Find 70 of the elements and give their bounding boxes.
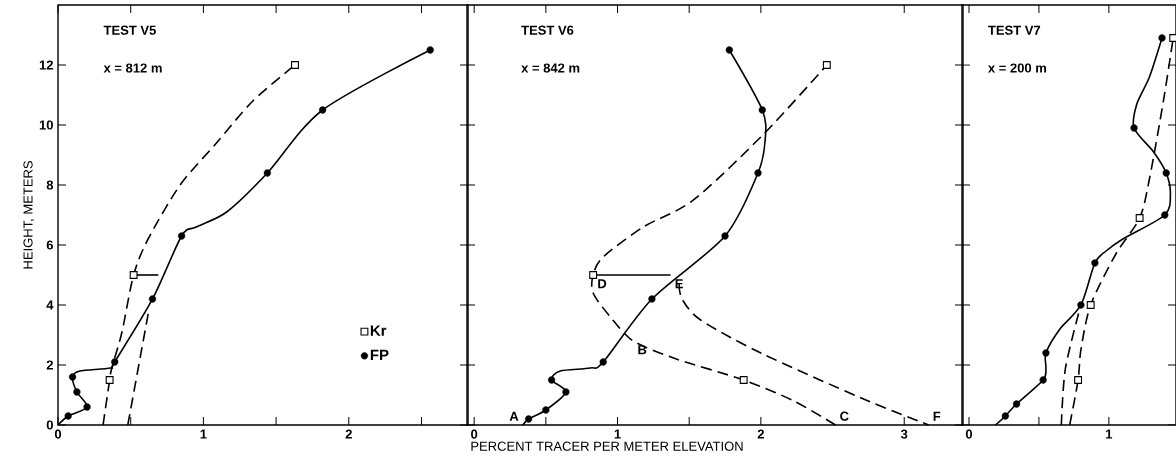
point	[1091, 259, 1099, 267]
point	[1039, 376, 1047, 384]
annotation: C	[840, 411, 849, 421]
y-tick-label: 6	[46, 240, 54, 250]
point	[542, 406, 550, 414]
x-tick-label: 1	[614, 429, 621, 439]
point	[1158, 34, 1166, 42]
annotation: x = 812 m	[103, 63, 162, 73]
point	[263, 169, 271, 177]
point	[1042, 349, 1050, 357]
x-tick-label: 2	[757, 429, 764, 439]
point	[319, 106, 327, 114]
legend-label: Kr	[370, 325, 387, 336]
point	[754, 169, 762, 177]
point	[721, 232, 729, 240]
point	[111, 358, 119, 366]
annotation: TEST V6	[521, 25, 574, 35]
annotation: A	[509, 411, 519, 421]
point	[1135, 214, 1144, 222]
point	[1130, 124, 1138, 132]
annotation: F	[933, 411, 941, 421]
y-tick-label: 4	[46, 300, 54, 310]
x-tick-label: 1	[200, 429, 207, 439]
point	[758, 106, 766, 114]
point	[599, 358, 607, 366]
point	[64, 412, 72, 420]
annotation: x = 842 m	[521, 63, 580, 73]
legend-label: FP	[370, 349, 389, 361]
point	[547, 376, 556, 384]
point	[525, 415, 533, 423]
x-tick-label: 0	[965, 429, 973, 439]
point	[1086, 301, 1095, 309]
x-axis-title: PERCENT TRACER PER METER ELEVATION	[471, 441, 743, 451]
point	[725, 46, 733, 54]
x-tick-label: 3	[900, 429, 908, 439]
point	[562, 388, 570, 396]
point	[83, 403, 91, 411]
point	[1162, 169, 1170, 177]
y-tick-label: 10	[39, 120, 53, 130]
y-tick-label: 0	[46, 420, 53, 430]
annotation: TEST V7	[988, 25, 1041, 35]
point	[739, 376, 748, 384]
point	[1074, 376, 1083, 384]
point	[589, 271, 598, 279]
x-tick-label: 2	[345, 429, 352, 439]
y-tick-label: 2	[46, 360, 53, 370]
y-tick-label: 12	[39, 60, 53, 70]
x-tick-label: 0	[471, 429, 478, 439]
x-tick-label: 1	[1106, 429, 1113, 439]
point	[648, 295, 656, 303]
point	[1077, 301, 1085, 309]
point	[426, 46, 434, 54]
annotation: D	[598, 279, 607, 289]
point	[148, 295, 157, 303]
point	[1012, 400, 1021, 408]
point	[105, 376, 114, 384]
point	[68, 373, 77, 381]
y-axis-title: HEIGHT, METERS	[23, 161, 35, 269]
point	[822, 61, 831, 69]
annotation: x = 200 m	[988, 63, 1047, 73]
point	[1001, 412, 1009, 420]
point	[178, 232, 186, 240]
y-tick-label: 8	[46, 180, 54, 190]
x-tick-label: 0	[54, 429, 62, 439]
annotation: E	[675, 279, 683, 289]
point	[129, 271, 138, 279]
point	[291, 61, 299, 69]
point	[1161, 211, 1169, 219]
point	[73, 388, 81, 396]
annotation: TEST V5	[103, 25, 156, 35]
